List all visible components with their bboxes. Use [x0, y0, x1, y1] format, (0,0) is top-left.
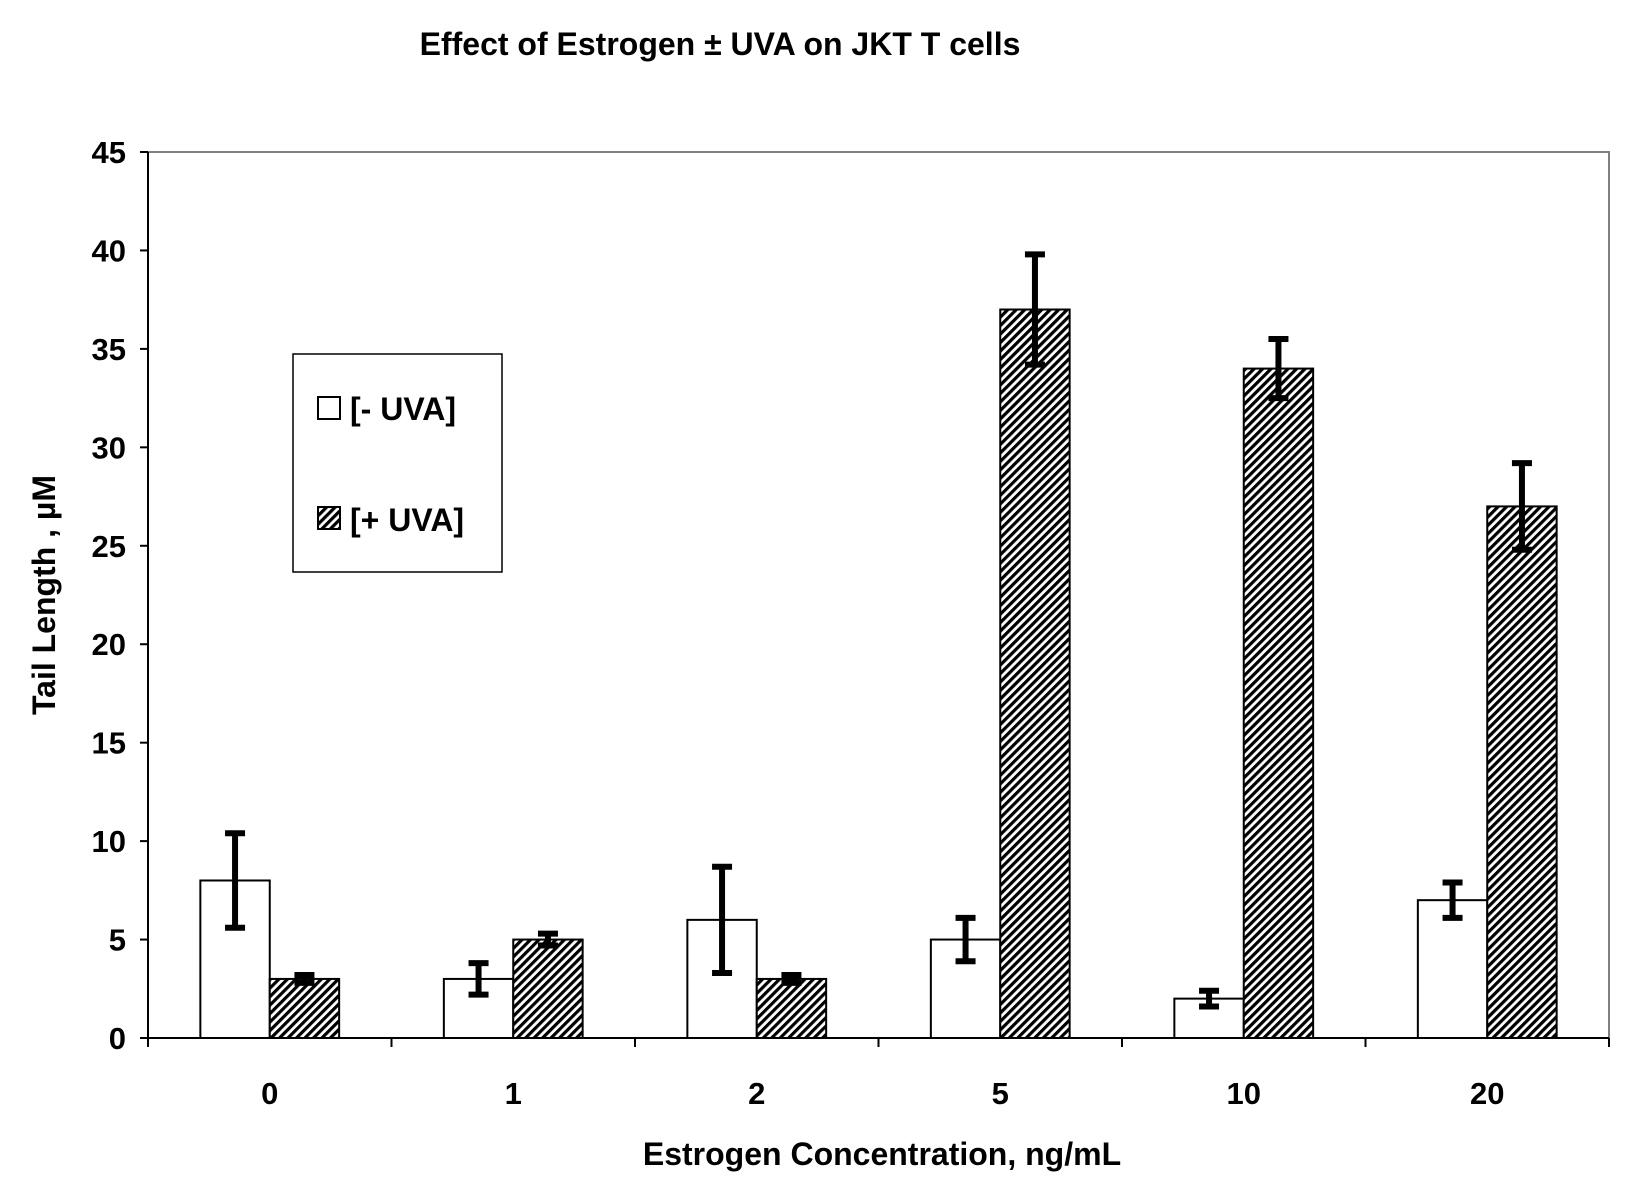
y-axis-title: Tail Length , µM [26, 475, 62, 715]
legend-swatch-minus-uva [317, 396, 341, 420]
x-tick-label: 2 [748, 1076, 765, 1111]
x-axis-title: Estrogen Concentration, ng/mL [643, 1136, 1121, 1172]
legend-box [292, 353, 503, 573]
x-tick-label: 1 [505, 1076, 522, 1111]
x-tick-label: 20 [1470, 1076, 1504, 1111]
y-tick-label: 25 [92, 529, 126, 564]
legend-label-minus-uva: [- UVA] [350, 391, 456, 427]
x-tick-label: 0 [261, 1076, 278, 1111]
legend-label-plus-uva: [+ UVA] [350, 502, 464, 538]
x-tick-label: 10 [1227, 1076, 1261, 1111]
legend-swatch-plus-uva [317, 506, 341, 530]
legend: [- UVA] [+ UVA] [292, 353, 503, 573]
plot-area-frame [147, 151, 1610, 1039]
y-tick-label: 45 [92, 135, 126, 170]
y-tick-label: 15 [92, 726, 126, 761]
error-bars [225, 251, 1532, 1010]
bar-plus-uva [755, 977, 828, 1040]
bar-plus-uva [268, 977, 341, 1040]
y-tick-label: 35 [92, 332, 126, 367]
y-tick-label: 20 [92, 627, 126, 662]
y-tick-label: 40 [92, 233, 126, 268]
y-axis: 0 5 10 15 20 25 30 35 40 45 [92, 135, 149, 1056]
y-tick-label: 30 [92, 430, 126, 465]
x-tick-label: 5 [992, 1076, 1009, 1111]
bar-plus-uva [999, 308, 1071, 1039]
chart-title: Effect of Estrogen ± UVA on JKT T cells [420, 26, 1021, 62]
y-tick-label: 0 [109, 1021, 126, 1056]
x-axis: 0 1 2 5 10 20 [147, 1037, 1610, 1111]
bar-plus-uva [1486, 505, 1558, 1039]
bar-plus-uva [1242, 367, 1315, 1040]
y-tick-label: 5 [109, 923, 126, 958]
bar-plus-uva [512, 938, 584, 1039]
y-tick-label: 10 [92, 824, 126, 859]
